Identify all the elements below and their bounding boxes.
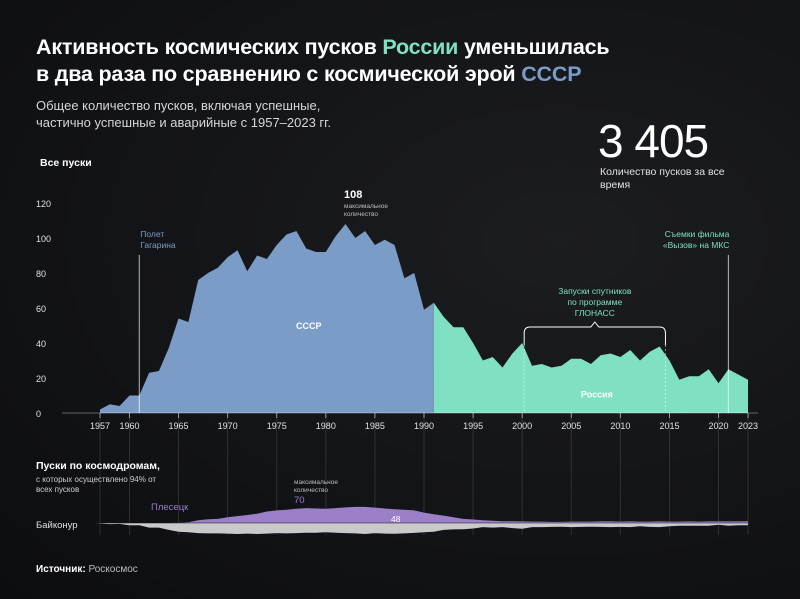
max-value-label: 108 [344, 189, 362, 201]
ussr-area [100, 224, 434, 413]
baikonur-label: Байконур [36, 520, 78, 531]
total-launches-label: Количество пусков за все время [600, 166, 725, 191]
source: Источник: Роскосмос [36, 564, 138, 575]
glonass-label: ГЛОНАСС [575, 308, 615, 318]
y-tick-label: 0 [36, 409, 41, 419]
x-tick-label: 1965 [169, 421, 189, 431]
russia-area-label: Россия [581, 389, 613, 399]
y-tick-label: 120 [36, 199, 51, 209]
x-tick-label: 1985 [365, 421, 385, 431]
cosmodrome-title: Пуски по космодромам, [36, 460, 160, 472]
x-tick-label: 1957 [90, 421, 110, 431]
x-tick-label: 2010 [610, 421, 630, 431]
x-tick-label: 2005 [561, 421, 581, 431]
title-ussr: СССР [521, 62, 582, 86]
chart-subtitle: Общее количество пусков, включая успешны… [36, 98, 331, 130]
glonass-label: по программе [567, 297, 622, 307]
y-tick-label: 100 [36, 234, 51, 244]
x-tick-label: 1975 [267, 421, 287, 431]
stream-max-caption: количество [294, 487, 328, 494]
cosmodrome-subtitle: с которых осуществлено 94% от всех пуско… [36, 475, 157, 494]
x-tick-label: 2023 [738, 421, 758, 431]
x-tick-label: 2020 [709, 421, 729, 431]
y-tick-label: 20 [36, 374, 46, 384]
title-russia: России [382, 35, 459, 59]
baikonur-stream [95, 523, 748, 534]
stream-max-value: 70 [294, 495, 305, 506]
x-tick-label: 1980 [316, 421, 336, 431]
gagarin-label: Гагарина [140, 240, 176, 250]
stream-max-caption: максимальное [294, 479, 338, 486]
y-axis-label: Все пуски [40, 157, 92, 169]
russia-area [433, 302, 748, 413]
chart-title: Активность космических пусков России уме… [36, 35, 610, 86]
gagarin-label: Полет [140, 229, 164, 239]
max-caption: количество [344, 211, 378, 218]
film-label: Съемки фильма [665, 229, 730, 239]
y-tick-label: 80 [36, 269, 46, 279]
total-launches-value: 3 405 [598, 115, 709, 167]
y-tick-label: 40 [36, 339, 46, 349]
plesetsk-label: Плесецк [151, 502, 189, 513]
plesetsk-stream [95, 506, 748, 523]
y-tick-label: 60 [36, 304, 46, 314]
x-tick-label: 1960 [119, 421, 139, 431]
x-tick-label: 1990 [414, 421, 434, 431]
x-tick-label: 2015 [659, 421, 679, 431]
ussr-area-label: СССР [296, 321, 322, 331]
x-tick-label: 1995 [463, 421, 483, 431]
film-label: «Вызов» на МКС [663, 240, 730, 250]
x-tick-label: 1970 [218, 421, 238, 431]
glonass-bracket [523, 321, 666, 345]
stream-baikonur-value: 48 [391, 514, 401, 524]
max-caption: максимальное [344, 203, 388, 210]
x-tick-label: 2000 [512, 421, 532, 431]
glonass-label: Запуски спутников [558, 286, 632, 296]
